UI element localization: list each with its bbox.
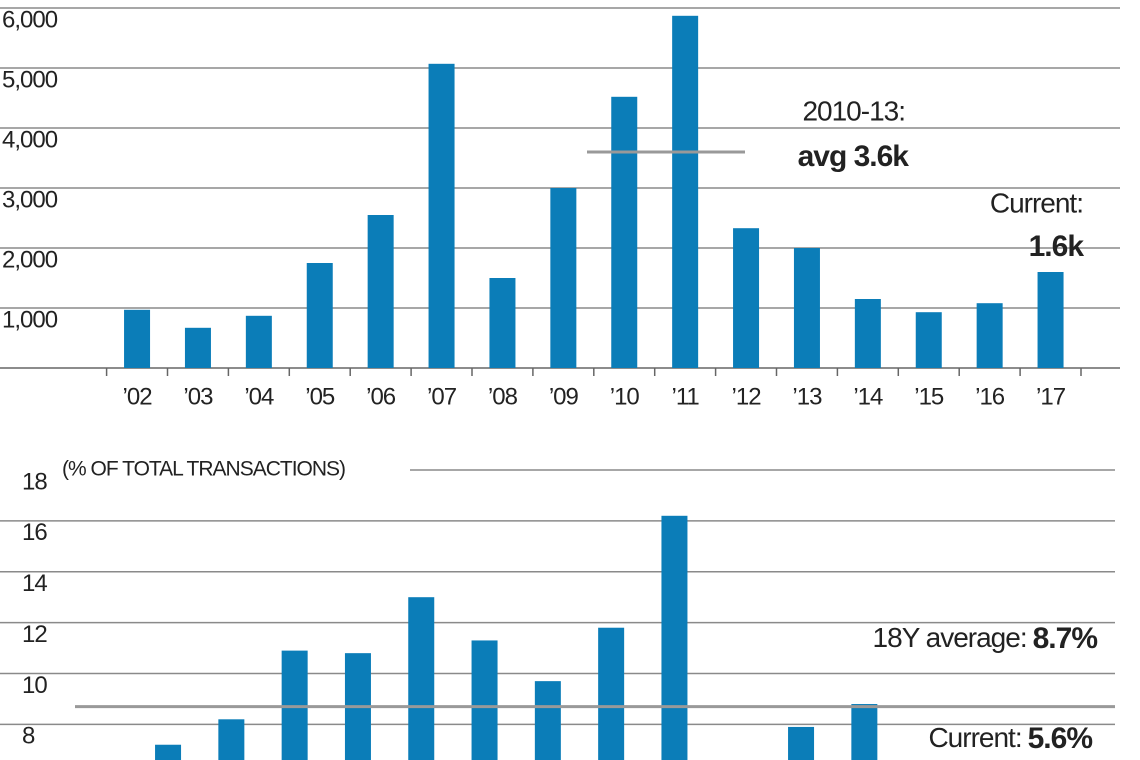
y-tick-label: 2,000 [2, 246, 58, 273]
x-tick-label: ’13 [792, 383, 822, 410]
bar [661, 515, 688, 760]
reference-value: avg 3.6k [798, 140, 910, 173]
y-tick-label: 18 [22, 468, 47, 495]
bar [218, 719, 245, 760]
x-tick-label: ’02 [123, 383, 153, 410]
axis-label: (% OF TOTAL TRANSACTIONS) [62, 458, 345, 481]
bar [788, 726, 815, 760]
y-tick-label: 5,000 [2, 66, 58, 93]
bar [915, 312, 942, 368]
bar [851, 704, 878, 760]
x-tick-label: ’05 [305, 383, 335, 410]
bar [611, 96, 638, 369]
reference-label: 18Y average: [873, 622, 1027, 653]
y-tick-label: 16 [22, 519, 47, 546]
y-tick-label: 4,000 [2, 126, 58, 153]
reference-annotation: 18Y average: 8.7% [873, 622, 1098, 655]
y-tick-label: 8 [22, 723, 35, 750]
x-tick-label: ’14 [853, 383, 883, 410]
x-tick-label: ’10 [610, 383, 640, 410]
x-tick-label: ’17 [1036, 383, 1066, 410]
bar [733, 228, 760, 368]
reference-value: 8.7% [1033, 622, 1098, 655]
bar [550, 188, 577, 368]
x-tick-label: ’06 [366, 383, 396, 410]
bar [408, 597, 435, 760]
bar [306, 263, 333, 368]
current-value: 5.6% [1028, 722, 1093, 755]
y-tick-label: 3,000 [2, 186, 58, 213]
bar [155, 744, 182, 760]
bar [793, 248, 820, 368]
bar [124, 309, 151, 368]
x-tick-label: ’09 [549, 383, 579, 410]
bar [598, 627, 625, 760]
bar [854, 299, 881, 368]
current-value: 1.6k [1029, 230, 1085, 263]
x-tick-label: ’12 [732, 383, 762, 410]
bar [245, 315, 272, 368]
x-tick-label: ’03 [183, 383, 213, 410]
x-tick-label: ’11 [672, 383, 700, 410]
x-tick-label: ’16 [975, 383, 1005, 410]
current-label: Current: [928, 722, 1021, 753]
x-tick-label: ’07 [427, 383, 457, 410]
current-label: Current: [990, 187, 1083, 218]
bar [428, 63, 455, 369]
x-tick-label: ’15 [914, 383, 944, 410]
bar [1037, 272, 1064, 368]
bar [489, 278, 516, 368]
x-tick-label: ’04 [244, 383, 274, 410]
bar [367, 215, 394, 368]
y-tick-label: 6,000 [2, 6, 58, 33]
bar [534, 681, 561, 760]
y-tick-label: 14 [22, 570, 47, 597]
bar [976, 303, 1003, 368]
bar [471, 640, 498, 760]
y-tick-label: 10 [22, 672, 47, 699]
x-tick-label: ’08 [488, 383, 518, 410]
bar [672, 15, 699, 369]
bar [184, 327, 211, 368]
current-annotation: Current: 5.6% [928, 722, 1092, 755]
y-tick-label: 1,000 [2, 306, 58, 333]
y-tick-label: 12 [22, 621, 47, 648]
reference-label: 2010-13: [802, 95, 905, 126]
